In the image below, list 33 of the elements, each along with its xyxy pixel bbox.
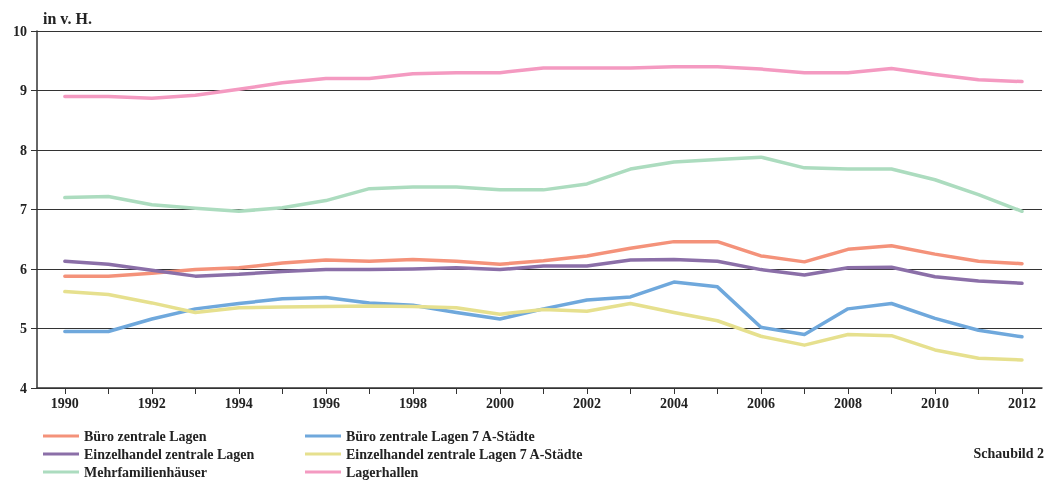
y-tick-label: 10 [13,23,27,39]
y-tick-label: 5 [20,321,27,336]
legend-label: Einzelhandel zentrale Lagen [84,446,255,462]
x-tick-label: 2004 [659,395,688,411]
line-series [63,155,1024,214]
text: Schaubild 2 [973,445,1044,461]
line-series [63,64,1024,100]
legend-label: Büro zentrale Lagen [84,428,207,444]
x-tick-label: 1994 [224,395,253,411]
x-tick-label: 1992 [137,395,166,411]
x-tick-label: 2010 [920,395,949,411]
y-tick-label: 4 [20,380,27,396]
x-tick-label: 2008 [833,395,862,411]
line-series [63,289,1024,362]
y-axis-title: in v. H. [43,9,92,27]
legend-label: Mehrfamilienhäuser [84,464,207,480]
x-tick-label: 2002 [572,395,601,411]
x-tick-label: 1990 [50,395,79,411]
y-tick-label: 8 [20,142,27,158]
y-tick-label: 6 [20,261,27,277]
legend-label: Büro zentrale Lagen 7 A-Städte [346,428,535,444]
legend-label: Lagerhallen [346,464,419,480]
x-tick-label: 1996 [311,395,340,411]
x-tick-label: 2006 [746,395,775,411]
x-tick-label: 1998 [398,395,427,411]
y-tick-label: 9 [20,83,27,98]
x-tick-label: 2012 [1007,395,1036,411]
legend-label: Einzelhandel zentrale Lagen 7 A-Städte [346,446,583,462]
line-series [63,239,1024,278]
line-series [63,280,1024,339]
line-series [63,257,1024,286]
y-tick-label: 7 [20,202,27,217]
x-tick-label: 2000 [485,395,514,411]
